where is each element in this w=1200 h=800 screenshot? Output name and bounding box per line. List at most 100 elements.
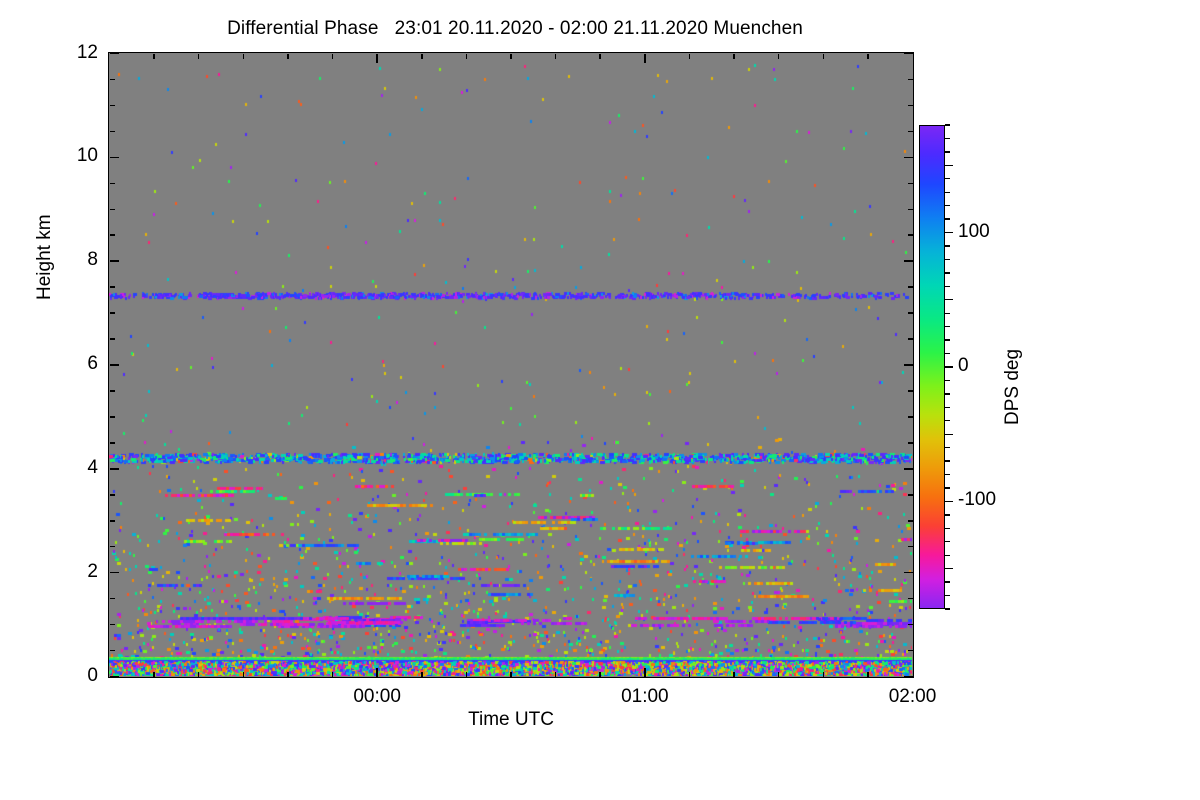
colorbar-tick: [945, 191, 950, 193]
x-tick-label: 01:00: [621, 686, 669, 707]
y-tick: [907, 78, 913, 81]
y-tick: [109, 312, 115, 314]
x-tick: [421, 53, 423, 59]
y-tick: [903, 675, 913, 678]
x-tick: [465, 53, 468, 59]
colorbar-tick: [945, 460, 950, 462]
y-tick: [109, 571, 119, 574]
y-tick-label: 0: [87, 664, 98, 686]
y-tick: [907, 338, 913, 340]
colorbar-tick: [945, 164, 953, 166]
x-tick: [287, 671, 289, 677]
y-tick: [109, 104, 115, 107]
x-tick: [331, 53, 334, 59]
x-tick: [688, 53, 691, 59]
colorbar-tick: [945, 245, 950, 247]
y-tick-label: 12: [76, 41, 98, 63]
colorbar-tick: [945, 231, 953, 234]
x-tick: [688, 671, 691, 677]
colorbar-tick: [945, 258, 950, 261]
colorbar-tick: [945, 487, 950, 489]
y-tick: [903, 364, 913, 366]
y-tick: [109, 182, 115, 185]
y-tick: [907, 104, 913, 107]
colorbar-tick: [945, 299, 953, 301]
y-tick: [109, 623, 115, 626]
x-tick: [733, 671, 735, 677]
y-tick: [109, 545, 115, 548]
colorbar-tick: [945, 514, 950, 516]
x-tick: [153, 53, 155, 59]
y-tick: [903, 52, 913, 55]
y-tick-label: 8: [87, 249, 98, 271]
y-tick: [109, 597, 115, 600]
colorbar-tick: [945, 285, 950, 287]
colorbar-tick: [945, 124, 950, 126]
x-tick: [376, 53, 378, 63]
colorbar-tick: [945, 420, 950, 422]
y-tick: [109, 260, 119, 262]
colorbar-tick: [945, 326, 950, 328]
y-tick: [903, 571, 913, 574]
colorbar-tick: [945, 527, 950, 529]
colorbar-tick: [945, 393, 950, 395]
x-tick: [242, 53, 245, 59]
colorbar-tick: [945, 594, 950, 597]
page-title: Differential Phase 23:01 20.11.2020 - 02…: [227, 18, 803, 39]
colorbar-tick: [945, 500, 953, 503]
y-axis-title: Height km: [34, 214, 55, 300]
x-tick: [733, 53, 735, 59]
y-tick: [907, 312, 913, 314]
x-tick: [242, 671, 245, 677]
x-tick: [777, 53, 780, 59]
y-tick: [907, 286, 913, 288]
x-tick: [599, 671, 601, 677]
colorbar-tick: [945, 137, 950, 140]
colorbar-tick: [945, 205, 950, 207]
y-tick: [109, 442, 115, 444]
y-tick: [907, 208, 913, 210]
y-tick: [109, 416, 115, 418]
y-tick: [907, 649, 913, 652]
y-tick: [907, 494, 913, 496]
colorbar-tick: [945, 366, 953, 368]
y-tick: [907, 234, 913, 236]
y-tick: [109, 286, 115, 288]
y-tick: [109, 234, 115, 236]
plot-area: [108, 52, 914, 678]
x-tick: [867, 671, 869, 677]
x-tick: [331, 671, 334, 677]
colorbar-title: DPS deg: [1002, 348, 1023, 425]
y-tick: [907, 182, 913, 185]
y-tick: [903, 156, 913, 159]
y-tick-label: 10: [76, 145, 98, 167]
y-tick-label: 6: [87, 353, 98, 374]
colorbar-tick: [945, 554, 950, 556]
x-tick: [465, 671, 468, 677]
colorbar-tick: [945, 541, 950, 543]
colorbar-tick: [945, 352, 950, 355]
x-tick: [376, 667, 378, 677]
colorbar-tick-label: 100: [958, 220, 990, 242]
colorbar: [919, 125, 945, 609]
y-tick: [907, 416, 913, 418]
y-tick: [109, 364, 119, 366]
y-tick: [109, 130, 115, 133]
colorbar-gradient: [919, 125, 945, 609]
colorbar-tick-label: 0: [958, 355, 969, 376]
y-tick: [907, 442, 913, 444]
y-tick: [109, 494, 115, 496]
y-tick: [109, 675, 119, 678]
colorbar-tick: [945, 447, 950, 449]
colorbar-tick: [945, 406, 950, 408]
x-tick: [822, 671, 825, 677]
colorbar-tick: [945, 568, 953, 570]
y-tick: [907, 520, 913, 522]
colorbar-tick: [945, 433, 953, 435]
y-tick: [109, 208, 115, 210]
colorbar-tick: [945, 151, 950, 153]
colorbar-tick: [945, 178, 950, 180]
y-tick: [907, 623, 913, 626]
y-tick: [109, 78, 115, 81]
